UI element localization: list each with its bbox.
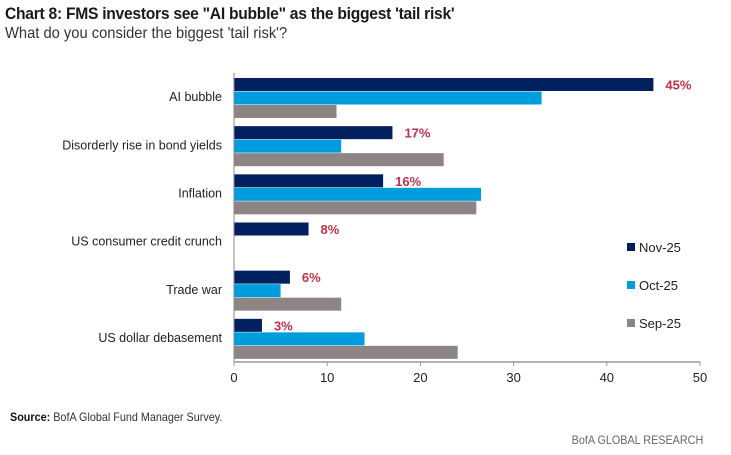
- legend-swatch-oct-25: [627, 281, 635, 289]
- bar-oct-25: [234, 284, 281, 298]
- legend-swatch-nov-25: [627, 243, 635, 251]
- bar-oct-25: [234, 91, 542, 105]
- x-tick-label: 40: [600, 370, 614, 385]
- bar-nov-25: [234, 270, 290, 284]
- x-tick-label: 50: [693, 370, 707, 385]
- source-note: Source: BofA Global Fund Manager Survey.: [10, 410, 222, 424]
- category-label: US consumer credit crunch: [71, 235, 222, 249]
- data-label: 16%: [395, 174, 421, 189]
- data-label: 3%: [274, 318, 293, 333]
- chart-subtitle: What do you consider the biggest 'tail r…: [5, 25, 288, 42]
- x-tick-label: 30: [506, 370, 520, 385]
- data-label: 8%: [321, 222, 340, 237]
- bar-sep-25: [234, 297, 342, 311]
- bar-nov-25: [234, 318, 262, 332]
- legend-label: Oct-25: [639, 278, 678, 293]
- data-label: 17%: [404, 126, 430, 141]
- bar-nov-25: [234, 174, 384, 188]
- source-label: Source:: [10, 410, 51, 424]
- category-label: US dollar debasement: [98, 331, 222, 345]
- bar-oct-25: [234, 139, 342, 153]
- brand-footer: BofA GLOBAL RESEARCH: [571, 433, 703, 447]
- bar-sep-25: [234, 105, 337, 118]
- bar-nov-25: [234, 126, 393, 140]
- data-label: 45%: [665, 78, 691, 93]
- source-text: BofA Global Fund Manager Survey.: [53, 410, 223, 424]
- data-label: 6%: [302, 270, 321, 285]
- bar-sep-25: [234, 201, 477, 215]
- bar-sep-25: [234, 153, 444, 167]
- bar-sep-25: [234, 345, 458, 359]
- legend-swatch-sep-25: [627, 319, 635, 327]
- category-label: Inflation: [178, 186, 222, 200]
- bar-oct-25: [234, 332, 365, 346]
- x-tick-label: 20: [413, 370, 427, 385]
- legend-label: Nov-25: [639, 240, 681, 255]
- chart-title: Chart 8: FMS investors see "AI bubble" a…: [5, 4, 455, 23]
- category-label: AI bubble: [169, 90, 222, 104]
- x-tick-label: 0: [230, 370, 237, 385]
- bar-nov-25: [234, 78, 654, 91]
- x-tick-label: 10: [320, 370, 334, 385]
- bar-nov-25: [234, 222, 309, 236]
- legend-label: Sep-25: [639, 316, 681, 331]
- category-label: Disorderly rise in bond yields: [62, 138, 222, 152]
- bar-oct-25: [234, 187, 481, 201]
- category-label: Trade war: [166, 283, 222, 297]
